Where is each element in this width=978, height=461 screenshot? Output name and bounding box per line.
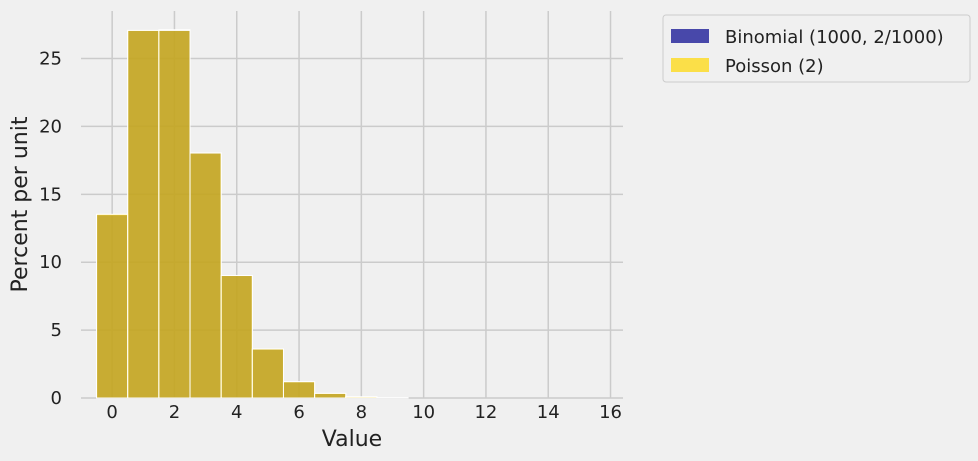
legend-swatch-binomial <box>671 29 709 43</box>
legend-box <box>662 14 971 83</box>
y-tick-label: 15 <box>39 184 62 205</box>
x-tick-label: 4 <box>231 402 242 423</box>
x-tick-label: 16 <box>599 402 622 423</box>
x-tick-label: 14 <box>537 402 560 423</box>
x-tick-label: 12 <box>474 402 497 423</box>
y-tick-label: 25 <box>39 49 62 70</box>
y-tick-label: 20 <box>39 116 62 137</box>
x-tick-label: 8 <box>356 402 367 423</box>
bar-poisson <box>189 152 222 399</box>
bar-poisson <box>251 348 284 399</box>
bar-poisson <box>220 275 253 399</box>
y-tick-label: 5 <box>51 320 62 341</box>
y-axis-label: Percent per unit <box>8 116 33 292</box>
bar-poisson <box>158 29 191 399</box>
x-tick-label: 0 <box>106 402 117 423</box>
x-tick-label: 10 <box>412 402 435 423</box>
x-tick-label: 6 <box>293 402 304 423</box>
axis-ticks: 0 2 4 6 8 10 12 14 16 0 5 10 15 20 25 <box>39 49 622 423</box>
bar-poisson <box>96 213 129 399</box>
y-tick-label: 10 <box>39 252 62 273</box>
legend-label-poisson: Poisson (2) <box>725 56 824 77</box>
legend-label-binomial: Binomial (1000, 2/1000) <box>725 27 944 48</box>
x-tick-label: 2 <box>169 402 180 423</box>
bar-poisson <box>345 396 378 399</box>
bar-poisson <box>127 29 160 399</box>
histogram-bars <box>96 29 409 399</box>
y-tick-label: 0 <box>51 388 62 409</box>
legend-swatch-poisson <box>671 58 709 72</box>
bar-poisson <box>282 381 316 399</box>
legend: Binomial (1000, 2/1000) Poisson (2) <box>662 14 971 83</box>
bar-poisson <box>314 392 347 399</box>
x-axis-label: Value <box>322 427 382 452</box>
